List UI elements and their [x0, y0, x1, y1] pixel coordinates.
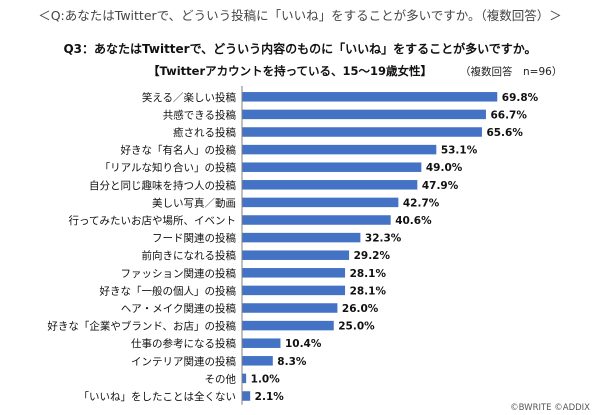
value-label: 8.3% — [277, 356, 307, 368]
value-label: 49.0% — [426, 162, 463, 174]
bar — [242, 109, 486, 120]
bar — [242, 391, 251, 401]
chart-subtitle: 【Twitterアカウントを持っている、15～19歳女性】 — [148, 64, 433, 78]
value-label: 25.0% — [338, 321, 375, 333]
copyright-credit: ©BWRITE ©ADDIX — [510, 403, 590, 413]
category-label: 美しい写真／動画 — [152, 196, 236, 209]
value-label: 32.3% — [365, 233, 402, 245]
category-label: 前向きになれる投稿 — [142, 249, 237, 262]
category-label: ヘア・メイク関連の投稿 — [121, 302, 236, 315]
sample-note: （複数回答 n=96） — [460, 66, 563, 78]
bar — [242, 303, 338, 313]
value-label: 40.6% — [395, 215, 432, 227]
bar — [242, 162, 422, 172]
question-title: Q3：あなたはTwitterで、どういう内容のものに「いいね」をすることが多いで… — [63, 42, 537, 56]
bar — [242, 232, 361, 243]
page-title: ＜Q:あなたはTwitterで、どういう投稿に「いいね」をすることが多いですか。… — [38, 8, 562, 23]
value-label: 42.7% — [403, 197, 440, 209]
category-label: その他 — [205, 372, 237, 385]
bar — [242, 338, 281, 348]
bar — [242, 285, 346, 296]
value-label: 2.1% — [255, 391, 285, 403]
bar — [242, 250, 350, 260]
value-label: 28.1% — [350, 285, 387, 297]
bar — [242, 320, 334, 331]
category-label: 行ってみたいお店や場所、イベント — [69, 214, 236, 227]
bar — [242, 268, 346, 278]
value-label: 10.4% — [285, 338, 322, 350]
bar — [242, 92, 498, 102]
value-label: 53.1% — [441, 145, 478, 157]
category-label: 自分と同じ趣味を持つ人の投稿 — [89, 179, 236, 192]
category-label: ファッション関連の投稿 — [121, 267, 237, 280]
category-label: 「いいね」をしたことは全くない — [79, 390, 237, 403]
category-label: 共感できる投稿 — [163, 108, 236, 121]
category-label: 「リアルな知り合い」の投稿 — [100, 161, 236, 174]
category-label: インテリア関連の投稿 — [131, 355, 236, 368]
value-label: 47.9% — [422, 180, 459, 192]
bar — [242, 373, 247, 384]
bar — [242, 127, 482, 137]
value-label: 28.1% — [350, 268, 387, 280]
category-label: 好きな「企業やブランド、お店」の投稿 — [47, 320, 236, 333]
category-label: 仕事の参考になる投稿 — [131, 337, 236, 350]
value-label: 66.7% — [490, 109, 527, 121]
bar — [242, 180, 418, 190]
bar — [242, 356, 273, 366]
bar — [242, 215, 391, 225]
category-label: 笑える／楽しい投稿 — [142, 91, 236, 104]
bar — [242, 144, 437, 155]
value-label: 29.2% — [354, 250, 391, 262]
category-label: 好きな「一般の個人」の投稿 — [100, 284, 237, 297]
bar — [242, 197, 399, 208]
value-label: 1.0% — [251, 373, 281, 385]
category-label: 好きな「有名人」の投稿 — [121, 144, 237, 157]
category-label: 癒される投稿 — [173, 126, 236, 139]
category-label: フード関連の投稿 — [152, 232, 236, 245]
value-label: 65.6% — [486, 127, 523, 139]
value-label: 69.8% — [502, 92, 539, 104]
value-label: 26.0% — [342, 303, 379, 315]
